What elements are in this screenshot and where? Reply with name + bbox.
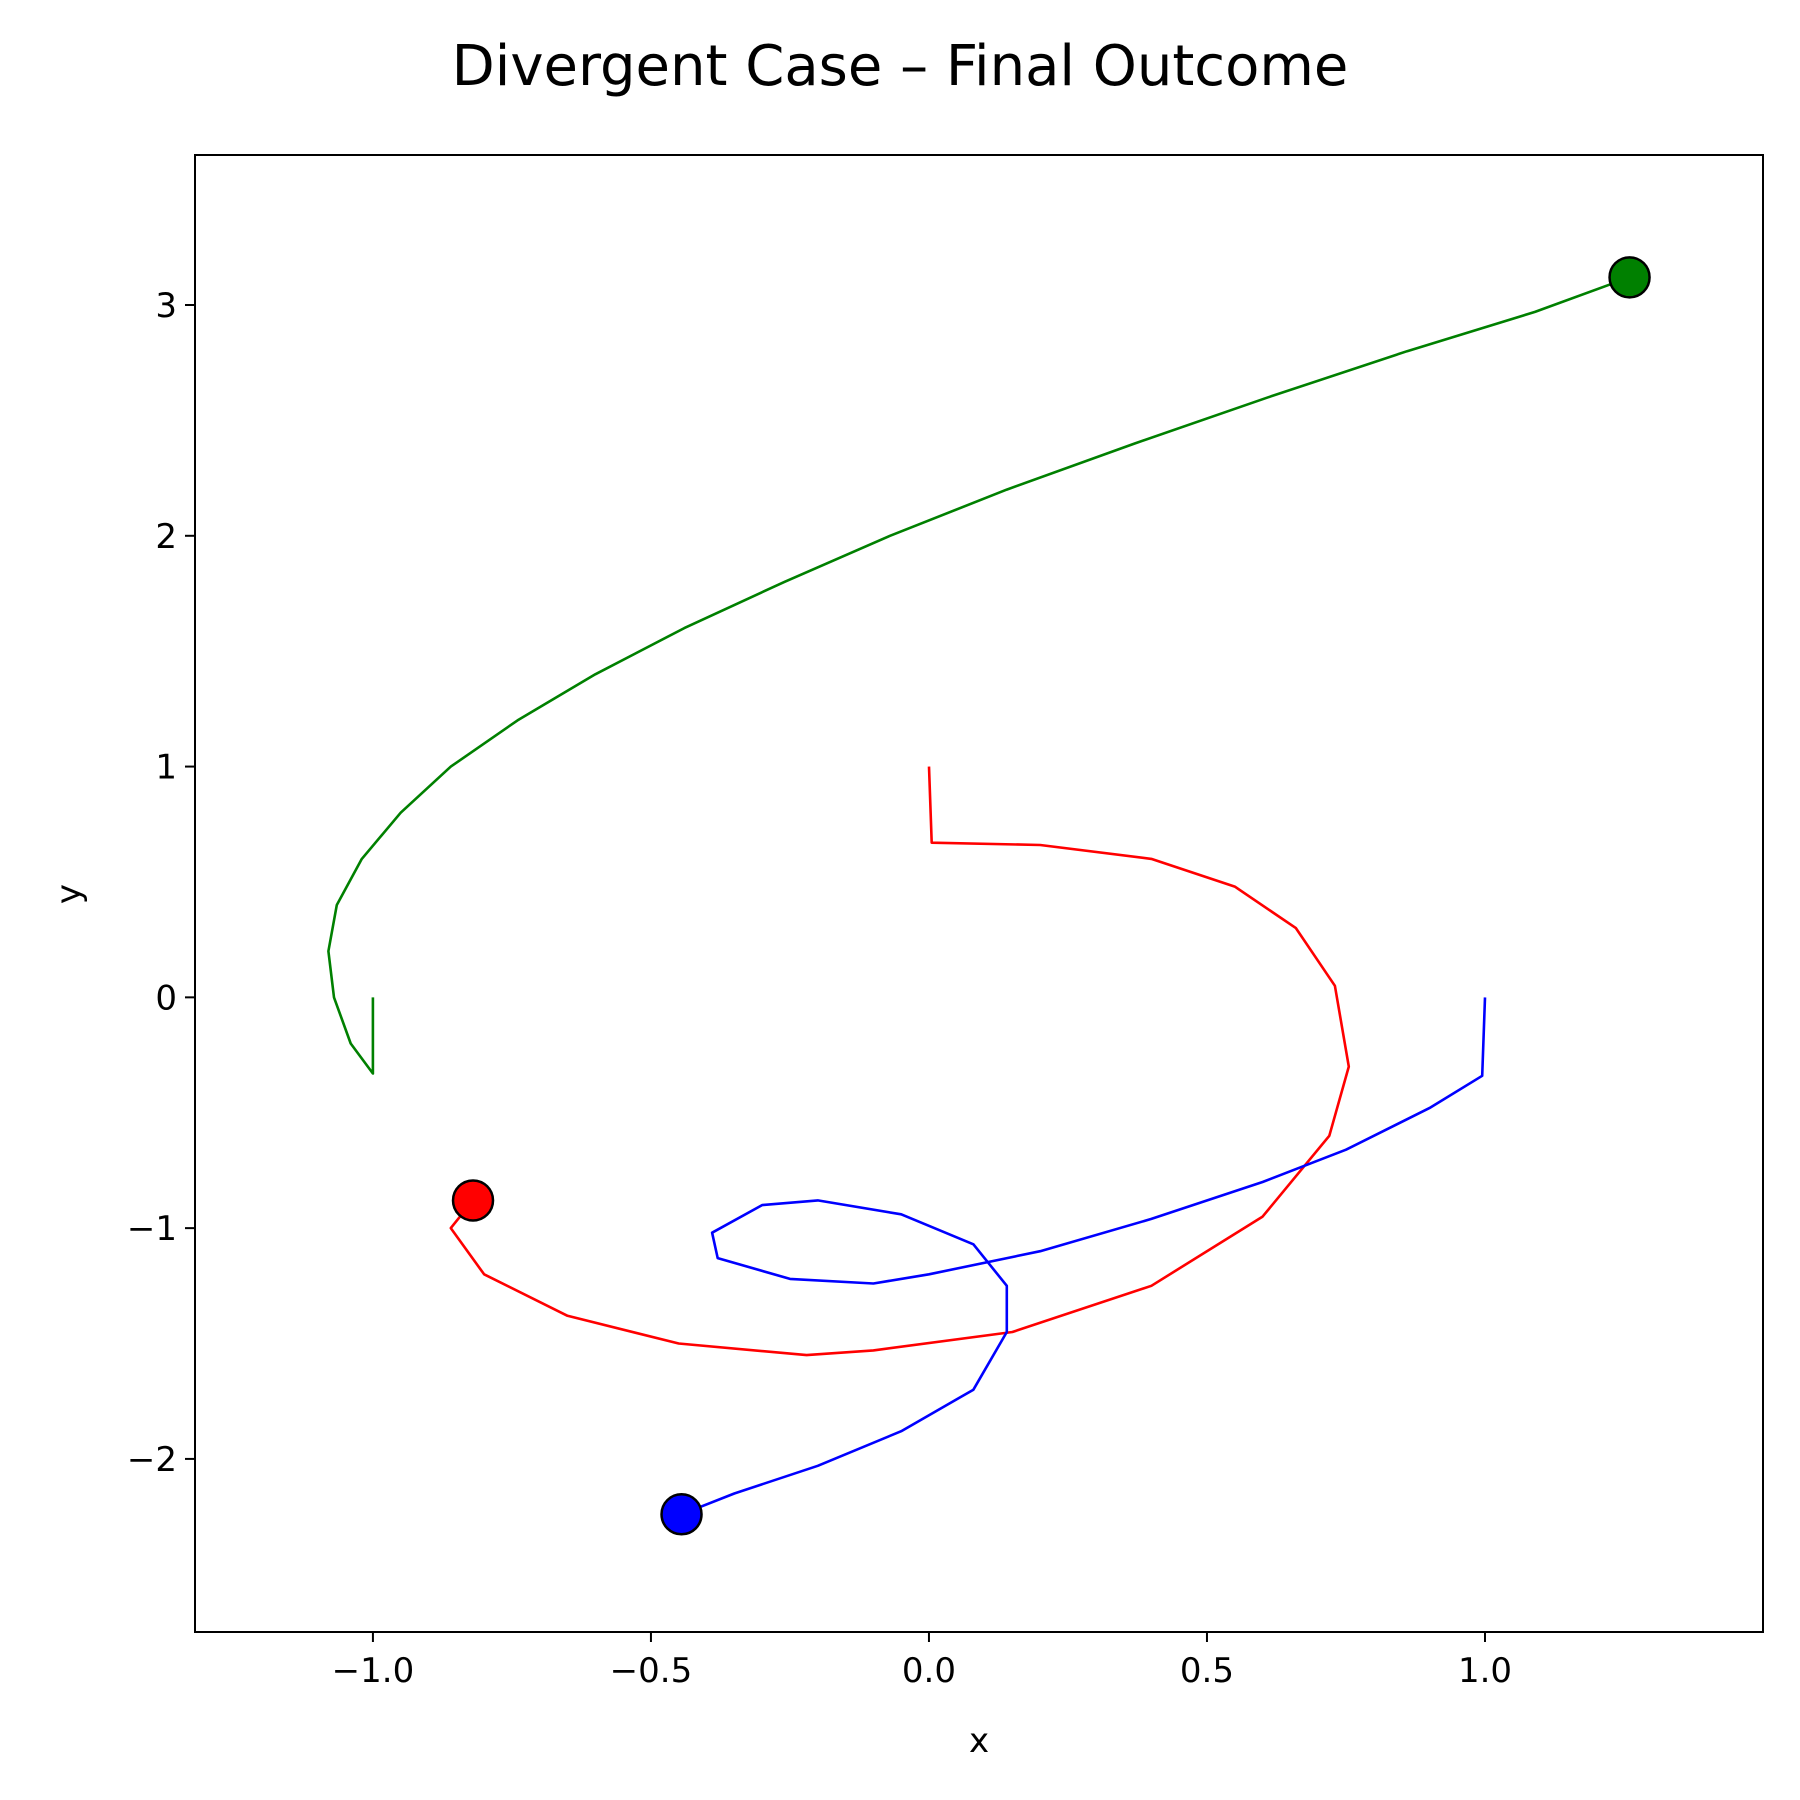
y-tick-label: 2 (155, 517, 177, 557)
y-tick-label: −1 (127, 1209, 177, 1249)
marker-layer (451, 256, 1651, 1536)
x-axis-label: x (969, 1721, 989, 1761)
trajectory-line-1 (449, 766, 1351, 1357)
y-axis-label: y (49, 884, 89, 904)
y-tick-label: 0 (155, 978, 177, 1018)
x-tick-label: −1.0 (332, 1651, 415, 1691)
plot-frame (194, 154, 1764, 1633)
x-tick-label: 0.5 (1180, 1651, 1234, 1691)
trajectory-line-2 (681, 997, 1487, 1516)
final-position-marker-1 (451, 1179, 495, 1222)
trajectory-line-0 (327, 276, 1631, 1075)
x-axis: −1.0 −0.5 0.0 0.5 1.0 (332, 1632, 1512, 1691)
y-tick-label: 3 (155, 286, 177, 326)
chart-title: Divergent Case – Final Outcome (452, 34, 1349, 99)
series-layer (327, 276, 1631, 1516)
x-tick-label: 1.0 (1458, 1651, 1512, 1691)
x-tick-label: 0.0 (902, 1651, 956, 1691)
final-position-marker-2 (660, 1493, 703, 1536)
y-tick-label: −2 (127, 1440, 177, 1480)
x-tick-label: −0.5 (610, 1651, 693, 1691)
y-tick-label: 1 (155, 748, 177, 788)
y-axis: −2 −1 0 1 2 3 (127, 286, 195, 1480)
final-position-marker-0 (1608, 256, 1651, 299)
